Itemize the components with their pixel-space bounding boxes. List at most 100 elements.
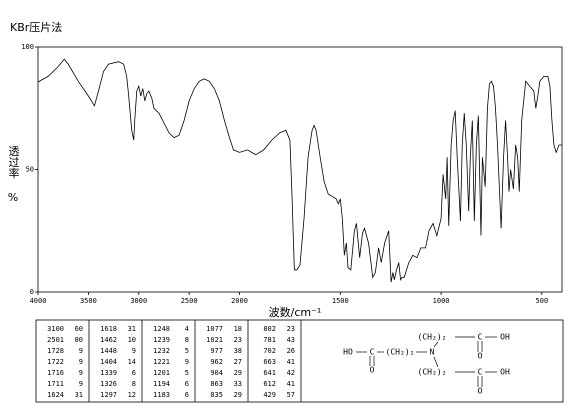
structure-label: C	[478, 333, 483, 342]
peak-transmittance: 12	[128, 391, 136, 399]
table-frame	[35, 319, 564, 403]
peak-transmittance: 9	[79, 369, 83, 377]
peak-wavenumber: 1239	[153, 336, 170, 344]
peak-transmittance: 6	[132, 369, 136, 377]
peak-transmittance: 41	[287, 380, 295, 388]
peak-wavenumber: 641	[263, 369, 276, 377]
peak-wavenumber: 1722	[47, 358, 64, 366]
peak-wavenumber: 1448	[100, 347, 117, 355]
peak-wavenumber: 702	[263, 347, 276, 355]
x-tick-label: 500	[536, 297, 549, 305]
peak-transmittance: 23	[234, 336, 242, 344]
peak-wavenumber: 1248	[153, 325, 170, 333]
peak-wavenumber: 1201	[153, 369, 170, 377]
peak-transmittance: 8	[185, 336, 189, 344]
peak-wavenumber: 1711	[47, 380, 64, 388]
peak-wavenumber: 1404	[100, 358, 117, 366]
structure-label: OH	[500, 368, 510, 377]
peak-transmittance: 9	[132, 347, 136, 355]
structure-label: (CH₂)₂	[418, 333, 447, 342]
structure-label: O	[478, 387, 483, 396]
peak-wavenumber: 1339	[100, 369, 117, 377]
peak-wavenumber: 3100	[47, 325, 64, 333]
peak-transmittance: 29	[234, 369, 242, 377]
peak-wavenumber: 429	[263, 391, 276, 399]
peak-wavenumber: 1462	[100, 336, 117, 344]
peak-wavenumber: 1624	[47, 391, 64, 399]
peak-transmittance: 10	[128, 336, 136, 344]
spectrum-line	[37, 58, 562, 283]
peak-wavenumber: 1716	[47, 369, 64, 377]
y-axis-label: 透过率	[7, 145, 20, 179]
peak-wavenumber: 1021	[206, 336, 223, 344]
x-tick-label: 2000	[231, 297, 248, 305]
y-tick-label: 0	[30, 288, 34, 296]
peak-wavenumber: 1183	[153, 391, 170, 399]
peak-wavenumber: 1232	[153, 347, 170, 355]
peak-wavenumber: 612	[263, 380, 276, 388]
x-tick-label: 1500	[332, 297, 349, 305]
bond	[433, 341, 439, 348]
peak-wavenumber: 802	[263, 325, 276, 333]
peak-transmittance: 57	[287, 391, 295, 399]
peak-wavenumber: 1194	[153, 380, 170, 388]
x-tick-label: 4000	[30, 297, 47, 305]
peak-wavenumber: 962	[210, 358, 223, 366]
structure-label: (CH₂)₂	[418, 368, 447, 377]
x-tick-label: 3500	[80, 297, 97, 305]
structure-label: (CH₂)₂	[386, 348, 415, 357]
peak-wavenumber: 663	[263, 358, 276, 366]
peak-wavenumber: 1326	[100, 380, 117, 388]
structure-label: HO	[343, 348, 353, 357]
peak-wavenumber: 1728	[47, 347, 64, 355]
peak-transmittance: 18	[234, 325, 242, 333]
peak-transmittance: 38	[234, 347, 242, 355]
peak-wavenumber: 835	[210, 391, 223, 399]
y-axis-unit: %	[8, 191, 18, 204]
peak-transmittance: 6	[185, 391, 189, 399]
structure-label: OH	[500, 333, 510, 342]
peak-transmittance: 9	[185, 358, 189, 366]
structure-label: O	[370, 366, 375, 375]
peak-transmittance: 5	[185, 347, 189, 355]
peak-transmittance: 41	[287, 358, 295, 366]
x-axis-label: 波数/cm⁻¹	[269, 306, 322, 319]
peak-transmittance: 33	[234, 380, 242, 388]
y-tick-label: 100	[21, 43, 34, 51]
structure-label: N	[430, 348, 435, 357]
structure-label: O	[478, 352, 483, 361]
peak-transmittance: 4	[185, 325, 189, 333]
peak-transmittance: 9	[79, 380, 83, 388]
peak-wavenumber: 1077	[206, 325, 223, 333]
structure-label: C	[370, 348, 375, 357]
peak-transmittance: 9	[79, 347, 83, 355]
peak-transmittance: 31	[128, 325, 136, 333]
chart-title: KBr压片法	[10, 20, 62, 34]
peak-transmittance: 5	[185, 369, 189, 377]
peak-transmittance: 6	[185, 380, 189, 388]
peak-transmittance: 43	[287, 336, 295, 344]
peak-transmittance: 23	[287, 325, 295, 333]
peak-wavenumber: 863	[210, 380, 223, 388]
peak-transmittance: 14	[128, 358, 136, 366]
peak-wavenumber: 781	[263, 336, 276, 344]
peak-transmittance: 27	[234, 358, 242, 366]
bond	[433, 356, 439, 368]
peak-transmittance: 31	[75, 391, 83, 399]
peak-transmittance: 26	[287, 347, 295, 355]
y-tick-label: 50	[26, 166, 34, 174]
peak-transmittance: 8	[132, 380, 136, 388]
peak-wavenumber: 977	[210, 347, 223, 355]
structure-label: C	[478, 368, 483, 377]
peak-transmittance: 42	[287, 369, 295, 377]
peak-transmittance: 9	[79, 358, 83, 366]
peak-wavenumber: 1618	[100, 325, 117, 333]
x-tick-label: 2500	[181, 297, 198, 305]
peak-wavenumber: 1221	[153, 358, 170, 366]
peak-wavenumber: 1297	[100, 391, 117, 399]
peak-transmittance: 29	[234, 391, 242, 399]
peak-wavenumber: 2501	[47, 336, 64, 344]
peak-wavenumber: 904	[210, 369, 223, 377]
x-tick-label: 1000	[433, 297, 450, 305]
